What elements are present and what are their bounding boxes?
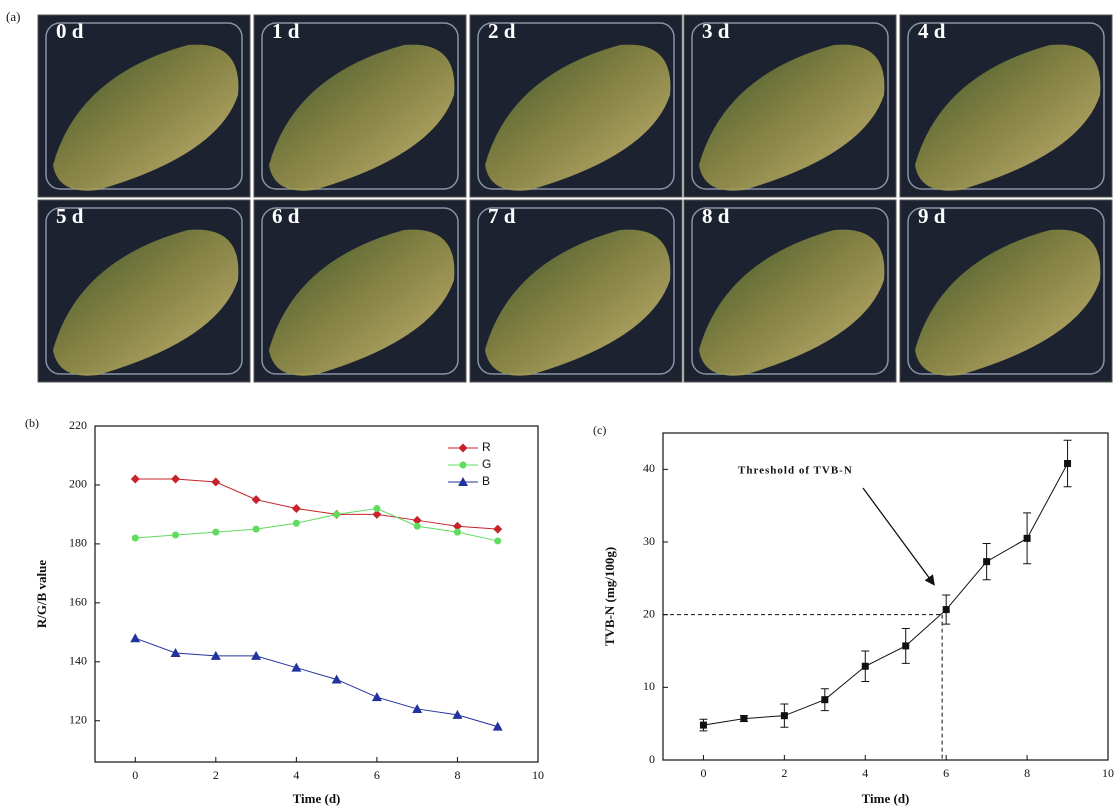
marker — [412, 704, 422, 713]
tile-label: 5 d — [56, 204, 84, 228]
photo-tile: 5 d — [38, 200, 250, 382]
tile-label: 8 d — [702, 204, 730, 228]
y-tick-label: 40 — [643, 461, 655, 475]
y-tick-label: 0 — [649, 752, 655, 766]
photo-tile: 2 d — [470, 15, 682, 197]
x-tick-label: 6 — [374, 768, 380, 782]
marker — [983, 558, 990, 565]
x-tick-label: 4 — [862, 766, 868, 780]
marker — [1064, 460, 1071, 467]
threshold-arrow — [863, 488, 934, 585]
photo-tile: 3 d — [684, 15, 896, 197]
panel-label: (b) — [25, 416, 39, 430]
y-tick-label: 200 — [69, 477, 87, 491]
marker — [740, 715, 747, 722]
marker — [459, 444, 468, 453]
y-tick-label: 30 — [643, 534, 655, 548]
y-axis-label: TVB-N (mg/100g) — [602, 547, 617, 646]
y-tick-label: 10 — [643, 679, 655, 693]
plot-frame — [95, 426, 538, 762]
y-tick-label: 220 — [69, 418, 87, 432]
marker — [414, 523, 421, 530]
series-line — [135, 509, 497, 541]
y-tick-label: 180 — [69, 536, 87, 550]
photo-tile: 1 d — [254, 15, 466, 197]
x-axis-label: Time (d) — [293, 791, 341, 806]
photo-tile: 0 d — [38, 15, 250, 197]
x-tick-label: 8 — [1024, 766, 1030, 780]
marker — [211, 478, 220, 487]
photo-tile: 7 d — [470, 200, 682, 382]
marker — [494, 537, 501, 544]
x-tick-label: 10 — [1102, 766, 1114, 780]
marker — [493, 722, 503, 731]
legend-label: B — [482, 474, 490, 488]
figure: (a) 0 d 1 d 2 d 3 d 4 d 5 d 6 d 7 d 8 d 9 d (b) 0 2 4… — [0, 0, 1120, 809]
x-tick-label: 10 — [532, 768, 544, 782]
photo-tile: 4 d — [900, 15, 1112, 197]
y-tick-label: 20 — [643, 606, 655, 620]
marker — [292, 504, 301, 513]
x-tick-label: 2 — [781, 766, 787, 780]
x-tick-label: 0 — [700, 766, 706, 780]
y-tick-label: 140 — [69, 654, 87, 668]
marker — [493, 525, 502, 534]
tile-label: 3 d — [702, 19, 730, 43]
marker — [700, 722, 707, 729]
tile-label: 1 d — [272, 19, 300, 43]
marker — [132, 535, 139, 542]
marker — [372, 692, 382, 701]
marker — [172, 532, 179, 539]
marker — [332, 674, 342, 683]
x-tick-label: 6 — [943, 766, 949, 780]
marker — [862, 663, 869, 670]
series-line — [135, 479, 497, 529]
marker — [943, 606, 950, 613]
marker — [131, 475, 140, 484]
photo-tile: 9 d — [900, 200, 1112, 382]
marker — [454, 529, 461, 536]
series-line — [135, 638, 497, 726]
threshold-label: Threshold of TVB-N — [738, 465, 853, 477]
tile-label: 4 d — [918, 19, 946, 43]
series-line — [703, 464, 1067, 726]
y-tick-label: 120 — [69, 712, 87, 726]
x-tick-label: 8 — [454, 768, 460, 782]
marker — [291, 663, 301, 672]
plot-frame — [663, 433, 1108, 760]
marker — [171, 648, 181, 657]
panel-label: (a) — [6, 9, 20, 24]
photo-tile: 8 d — [684, 200, 896, 382]
tile-label: 9 d — [918, 204, 946, 228]
marker — [821, 696, 828, 703]
y-axis-label: R/G/B value — [34, 560, 49, 628]
photo-tile: 6 d — [254, 200, 466, 382]
marker — [171, 475, 180, 484]
marker — [253, 526, 260, 533]
marker — [781, 712, 788, 719]
legend-label: R — [482, 440, 491, 454]
panel-label: (c) — [593, 423, 606, 437]
marker — [252, 495, 261, 504]
marker — [460, 462, 467, 469]
marker — [902, 642, 909, 649]
x-tick-label: 0 — [132, 768, 138, 782]
tile-label: 7 d — [488, 204, 516, 228]
x-tick-label: 2 — [213, 768, 219, 782]
marker — [130, 633, 140, 642]
legend-label: G — [482, 457, 491, 471]
marker — [293, 520, 300, 527]
y-tick-label: 160 — [69, 595, 87, 609]
x-tick-label: 4 — [293, 768, 299, 782]
marker — [333, 511, 340, 518]
tile-label: 6 d — [272, 204, 300, 228]
marker — [373, 505, 380, 512]
marker — [212, 529, 219, 536]
tile-label: 0 d — [56, 19, 84, 43]
tile-label: 2 d — [488, 19, 516, 43]
x-axis-label: Time (d) — [862, 791, 910, 806]
marker — [1024, 535, 1031, 542]
